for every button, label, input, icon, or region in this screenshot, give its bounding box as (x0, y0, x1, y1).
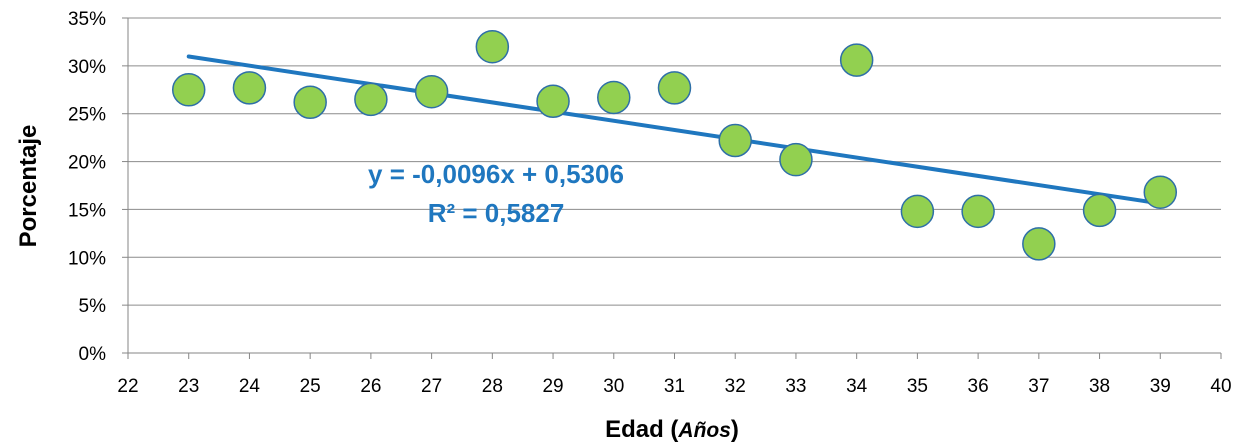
x-tick-label: 35 (907, 376, 928, 397)
x-tick-label: 38 (1089, 376, 1110, 397)
axes (122, 17, 1222, 359)
x-tick-label: 37 (1028, 376, 1049, 397)
data-point-30 (597, 80, 631, 115)
x-axis-title-suffix: ) (731, 416, 739, 443)
x-tick-label: 26 (360, 376, 381, 397)
data-point-24 (232, 71, 267, 105)
x-tick-label: 30 (603, 376, 624, 397)
y-tick-label: 30% (68, 57, 106, 78)
y-tick-label: 10% (68, 248, 106, 269)
data-point-36 (961, 194, 995, 229)
data-point-35 (900, 194, 935, 229)
x-tick-label: 36 (968, 376, 989, 397)
y-tick-label: 15% (68, 200, 106, 221)
x-tick-label: 32 (725, 376, 746, 397)
y-tick-label: 5% (79, 296, 107, 317)
trendline-group (186, 54, 1163, 206)
x-tick-label: 40 (1210, 376, 1231, 397)
x-tick-label: 27 (421, 376, 442, 397)
x-tick-label: 28 (482, 376, 503, 397)
x-tick-label: 24 (239, 376, 261, 397)
x-axis-title-main: Edad ( (605, 416, 678, 443)
x-tick-label: 34 (846, 376, 868, 397)
data-point-27 (414, 74, 449, 109)
trendline-r-squared: R² = 0,5827 (428, 198, 565, 228)
x-axis-title: Edad (Años) (605, 416, 739, 443)
data-point-32 (718, 123, 752, 158)
data-point-28 (475, 29, 510, 64)
data-point-38 (1082, 193, 1117, 228)
x-tick-label: 33 (785, 376, 806, 397)
trendline (186, 54, 1163, 206)
y-axis-title: Porcentaje (15, 125, 42, 248)
trendline-equation: y = -0,0096x + 0,5306 (368, 159, 624, 189)
x-tick-label: 39 (1150, 376, 1171, 397)
x-tick-label: 31 (664, 376, 685, 397)
data-point-29 (536, 84, 570, 119)
y-tick-labels: 0% 5% 10% 15% 20% 25% 30% 35% (68, 9, 106, 365)
data-point-31 (657, 71, 692, 105)
data-point-33 (779, 142, 813, 177)
x-axis-title-italic: Años (677, 419, 731, 442)
data-point-37 (1022, 227, 1056, 261)
data-point-34 (839, 43, 874, 77)
gridlines (128, 17, 1221, 306)
x-tick-label: 25 (300, 376, 321, 397)
x-tick-labels: 22 23 24 25 26 27 28 29 30 31 32 33 34 35 36 37 38 39 40 (117, 376, 1231, 397)
data-point-39 (1143, 175, 1178, 209)
data-point-23 (171, 73, 206, 107)
x-tick-label: 29 (542, 376, 563, 397)
y-tick-label: 20% (68, 153, 106, 174)
x-tick-label: 22 (117, 376, 138, 397)
data-point-25 (293, 85, 327, 119)
data-point-26 (354, 82, 388, 117)
x-tick-label: 23 (178, 376, 199, 397)
y-tick-label: 0% (79, 344, 107, 365)
y-tick-label: 25% (68, 105, 106, 126)
data-points (171, 29, 1178, 261)
y-tick-label: 35% (68, 9, 106, 30)
